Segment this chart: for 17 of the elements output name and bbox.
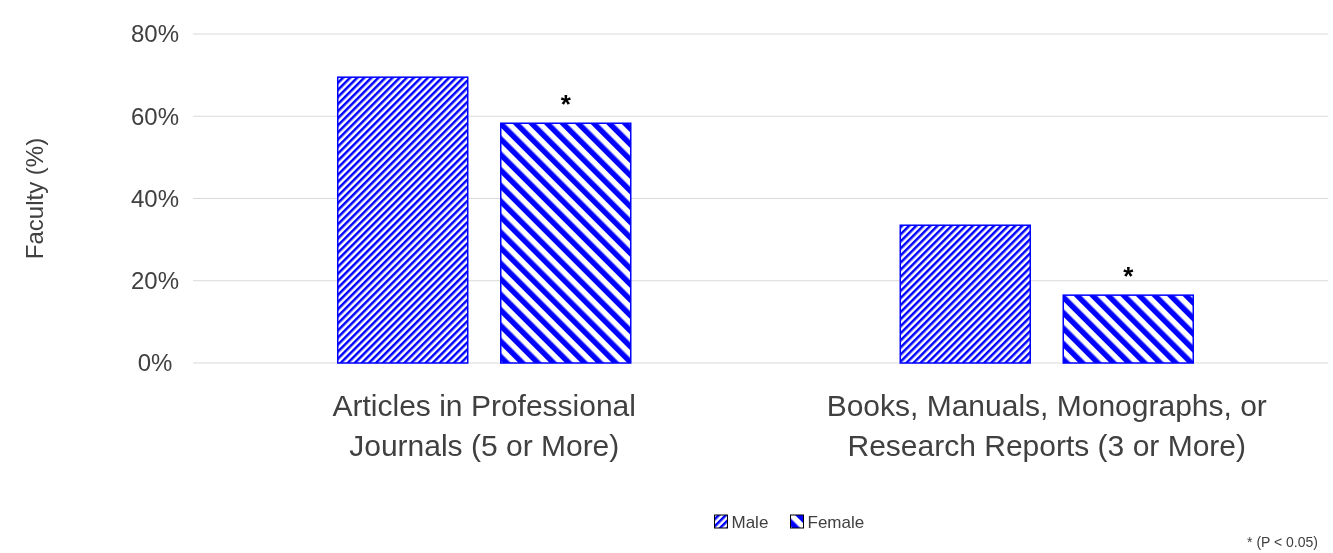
y-axis-title: Faculty (%) bbox=[21, 137, 48, 260]
bar bbox=[1062, 294, 1194, 364]
annotation: * bbox=[1123, 261, 1135, 292]
y-tick-label: 0% bbox=[137, 349, 173, 377]
bar bbox=[899, 224, 1031, 364]
x-tick-label: Books, Manuals, Monographs, or Research Reports (3 or More) bbox=[826, 389, 1267, 462]
text: * (P < 0.05) bbox=[1247, 534, 1318, 550]
annotation: * bbox=[560, 89, 572, 120]
y-tick-label: 80% bbox=[130, 20, 180, 48]
y-tick-label: 20% bbox=[130, 267, 180, 295]
x-tick-label: Articles in Professional Journals (5 or More) bbox=[332, 389, 636, 462]
y-tick-label: 60% bbox=[130, 102, 180, 130]
bar bbox=[337, 76, 469, 364]
bar bbox=[500, 122, 632, 364]
y-tick-label: 40% bbox=[130, 184, 180, 212]
legend-label: Male bbox=[731, 513, 769, 532]
legend-label: Female bbox=[807, 513, 865, 532]
